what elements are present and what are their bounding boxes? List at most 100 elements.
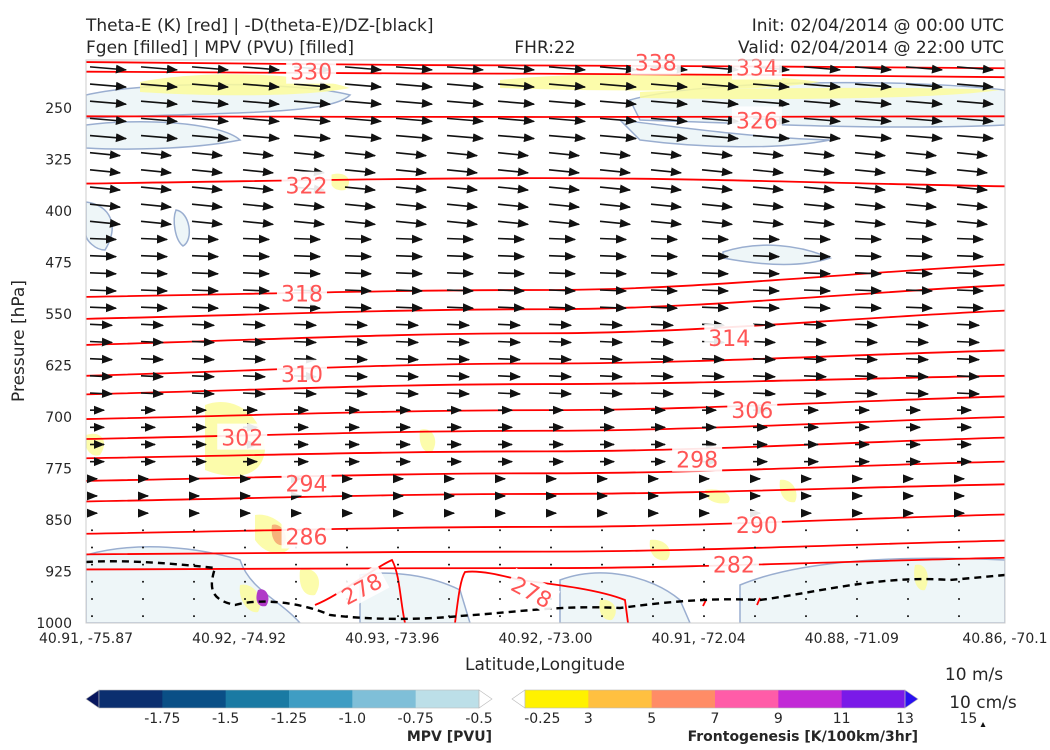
wind-vector xyxy=(854,64,893,74)
wind-vector xyxy=(446,167,479,177)
wind-vector xyxy=(854,201,887,211)
theta-e-contour xyxy=(86,483,1005,503)
wind-vector xyxy=(344,167,377,177)
theta-e-label: 286 xyxy=(286,525,328,550)
wind-vector xyxy=(344,218,377,228)
wind-vector xyxy=(446,371,471,381)
wind-vector xyxy=(854,133,893,143)
vector-ref-horizontal: 10 m/s xyxy=(945,665,1003,685)
wind-vector xyxy=(599,286,628,296)
colorbar-tick-label: -1.0 xyxy=(339,711,366,727)
wind-vector-row xyxy=(89,167,989,177)
wind-vector xyxy=(752,234,781,244)
wind-vector xyxy=(703,563,705,566)
wind-vector xyxy=(446,81,485,91)
wind-vector xyxy=(89,234,118,244)
wind-vector xyxy=(91,615,93,618)
x-axis-label: Latitude,Longitude xyxy=(465,655,625,675)
wind-vector xyxy=(752,167,785,177)
theta-e-label-bg xyxy=(281,522,332,549)
header-title-line2: Fgen [filled] | MPV (PVU) [filled] xyxy=(86,38,354,58)
wind-vector xyxy=(140,218,173,228)
theta-e-contour xyxy=(756,597,761,606)
wind-vector xyxy=(956,389,981,399)
theta-e-contour xyxy=(454,570,629,623)
colorbar-tick-label: 7 xyxy=(711,711,720,727)
wind-vector xyxy=(548,251,577,261)
wind-vector xyxy=(395,167,428,177)
colorbar-extend-left xyxy=(85,689,100,709)
wind-vector xyxy=(191,268,220,278)
y-tick-label: 250 xyxy=(45,101,72,117)
wind-vector xyxy=(91,546,93,549)
theta-e-label: 294 xyxy=(286,473,328,498)
x-tick-label: 40.93, -73.96 xyxy=(345,631,439,647)
wind-vector xyxy=(395,201,428,211)
vector-ref-arrow xyxy=(980,722,986,727)
frontogenesis-colorbar-title: Frontogenesis [K/100km/3hr] xyxy=(688,729,918,745)
wind-vector xyxy=(550,615,552,618)
wind-vector xyxy=(497,116,536,125)
wind-vector xyxy=(548,116,587,125)
wind-vector xyxy=(599,81,638,91)
mpv-colorbar-title: MPV [PVU] xyxy=(407,729,492,745)
theta-e-label-bg xyxy=(731,106,782,133)
wind-vector xyxy=(599,64,638,74)
wind-vector xyxy=(956,167,989,177)
wind-vector xyxy=(907,546,909,549)
wind-vector xyxy=(191,150,224,160)
wind-vector xyxy=(956,320,981,330)
wind-vector xyxy=(395,320,420,330)
wind-vector xyxy=(89,184,122,194)
wind-vector xyxy=(599,303,628,313)
wind-vector xyxy=(905,303,934,313)
wind-vector-row xyxy=(89,354,981,364)
wind-vector xyxy=(752,371,777,381)
colorbar-tick-label: -0.25 xyxy=(524,711,560,727)
wind-vector xyxy=(191,218,224,228)
wind-vector xyxy=(803,98,842,108)
wind-vector xyxy=(395,251,424,261)
wind-vector xyxy=(191,389,216,399)
colorbar-extend-right xyxy=(478,689,493,709)
wind-vector xyxy=(599,116,638,125)
wind-vector xyxy=(701,81,740,91)
wind-vector xyxy=(344,133,383,143)
wind-vector xyxy=(497,303,526,313)
wind-vector xyxy=(652,597,654,600)
wind-vector xyxy=(89,389,114,399)
colorbar-tick-label: -1.75 xyxy=(144,711,180,727)
wind-vector xyxy=(344,303,373,313)
wind-vector xyxy=(191,234,220,244)
wind-vector xyxy=(344,371,369,381)
wind-vector xyxy=(956,303,985,313)
wind-vector xyxy=(497,371,522,381)
wind-vector xyxy=(856,580,858,583)
wind-vector xyxy=(140,64,179,74)
wind-vector xyxy=(295,615,297,618)
wind-vector xyxy=(140,167,173,177)
stability-contour xyxy=(86,560,1005,621)
wind-vector xyxy=(344,320,369,330)
wind-vector xyxy=(346,546,348,549)
wind-vector xyxy=(956,98,995,108)
wind-vector xyxy=(856,529,858,532)
wind-vector xyxy=(446,320,471,330)
wind-vector xyxy=(803,81,842,91)
wind-vector xyxy=(650,268,679,278)
wind-vector xyxy=(89,201,122,211)
theta-e-contour xyxy=(86,556,1005,571)
colorbar-tick-label: -0.5 xyxy=(465,711,492,727)
wind-vector xyxy=(548,184,581,194)
wind-vector xyxy=(701,286,730,296)
wind-vector xyxy=(395,150,428,160)
wind-vector xyxy=(803,371,828,381)
wind-vector xyxy=(701,167,734,177)
wind-vector xyxy=(854,354,879,364)
wind-vector xyxy=(397,546,399,549)
wind-vector xyxy=(752,201,785,211)
wind-vector xyxy=(499,615,501,618)
wind-vector xyxy=(140,354,165,364)
theta-e-contour xyxy=(86,70,1005,79)
wind-vector xyxy=(191,201,224,211)
